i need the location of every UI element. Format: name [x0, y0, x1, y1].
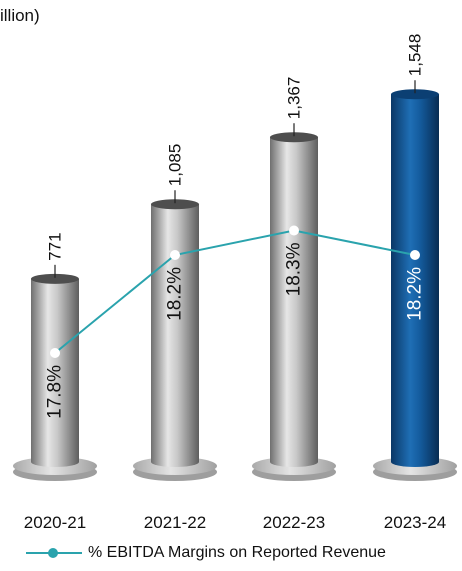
legend: % EBITDA Margins on Reported Revenue — [26, 542, 386, 564]
chart-title: illion) — [0, 6, 40, 25]
category-label: 2023-24 — [384, 513, 446, 532]
bar-bottom-cap — [151, 457, 199, 467]
category-label: 2020-21 — [24, 513, 86, 532]
bar-value-label: 771 — [46, 232, 65, 260]
bar-bottom-cap — [391, 457, 439, 467]
bar-top-cap — [151, 199, 199, 210]
legend-line-swatch — [26, 542, 82, 564]
margin-label: 18.2% — [165, 267, 186, 321]
margin-label: 18.3% — [284, 242, 305, 296]
bar-2021-22 — [151, 204, 199, 463]
margin-point — [410, 250, 420, 260]
bar-top-cap — [391, 89, 439, 100]
bar-2022-23 — [270, 137, 318, 462]
margin-label: 18.2% — [405, 267, 426, 321]
margin-label: 17.8% — [45, 365, 66, 419]
category-label: 2022-23 — [263, 513, 325, 532]
margin-point — [50, 348, 60, 358]
margin-point — [170, 250, 180, 260]
bar-bottom-cap — [270, 457, 318, 467]
bar-2023-24 — [391, 94, 439, 462]
bar-value-label: 1,548 — [406, 34, 425, 77]
margin-line — [54, 229, 416, 354]
bar-value-label: 1,367 — [285, 77, 304, 120]
margin-point — [289, 225, 299, 236]
bar-value-label: 1,085 — [166, 144, 185, 187]
bar-top-cap — [31, 273, 79, 284]
bar-2020-21 — [31, 278, 79, 462]
bar-top-cap — [270, 132, 318, 143]
legend-label: % EBITDA Margins on Reported Revenue — [88, 544, 386, 561]
bar-bottom-cap — [31, 457, 79, 467]
category-label: 2021-22 — [144, 513, 206, 532]
